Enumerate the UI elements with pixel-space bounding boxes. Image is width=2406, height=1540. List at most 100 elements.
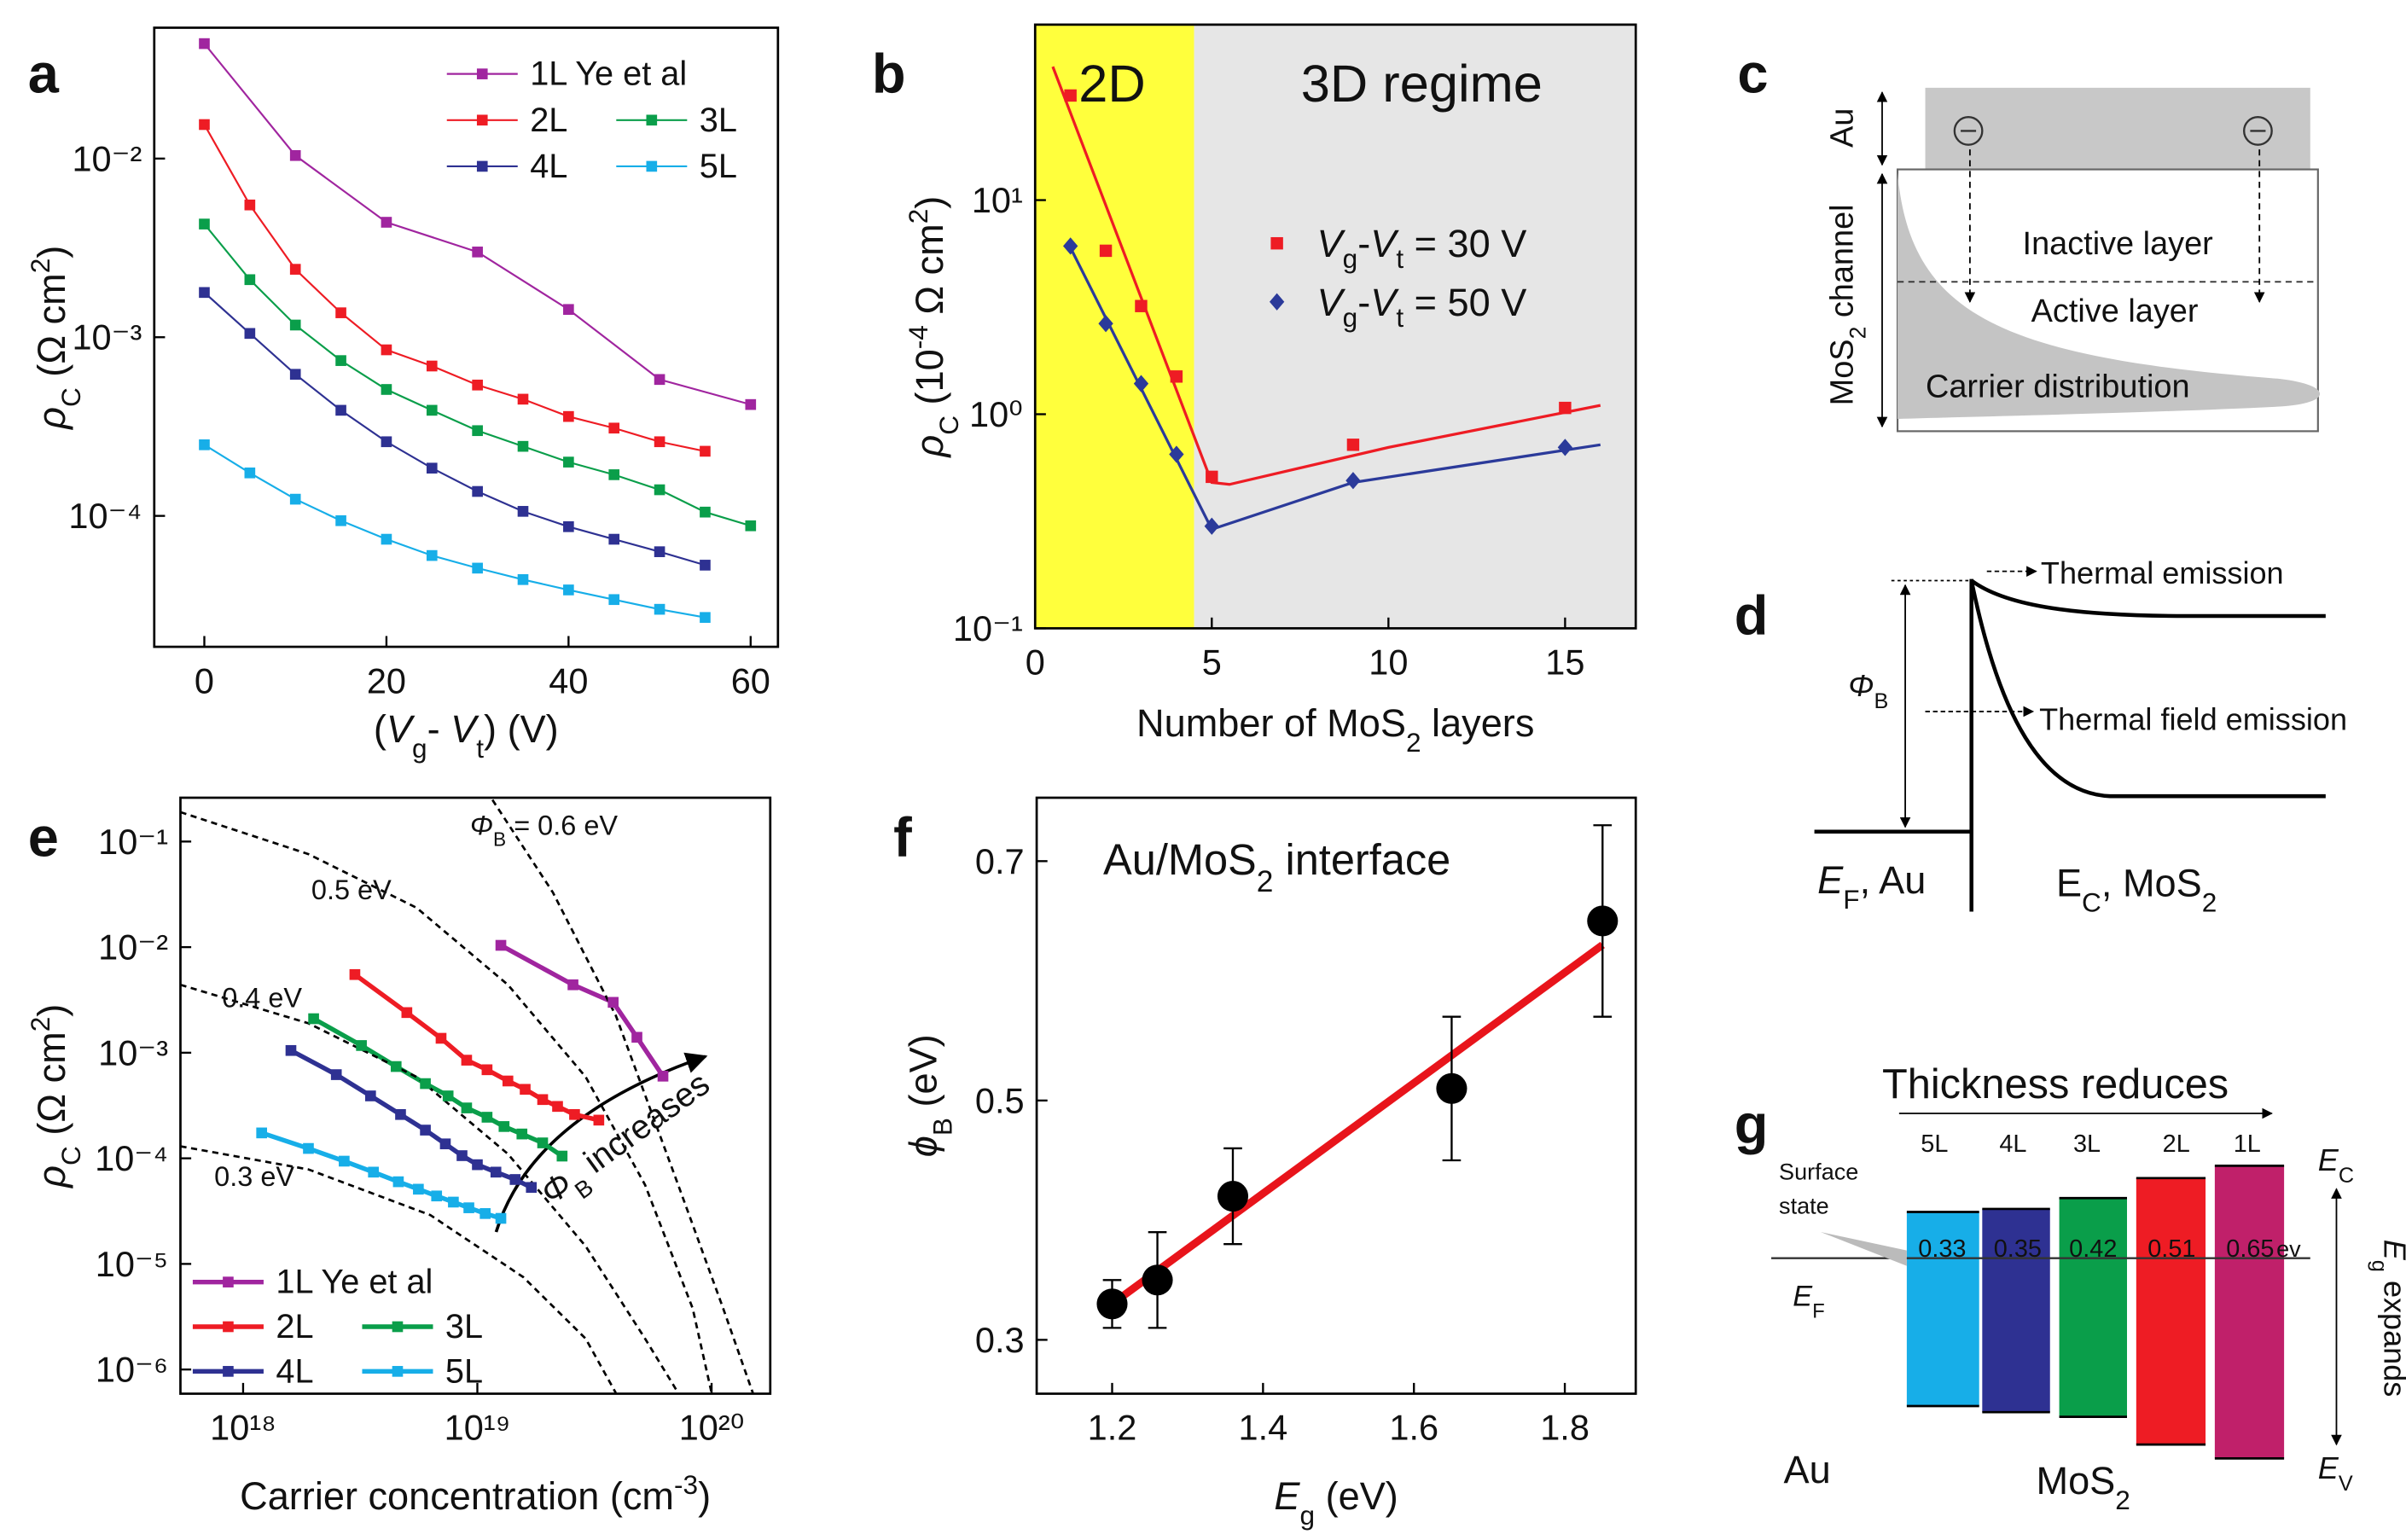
text-part: B [493,828,506,850]
marker [289,149,301,161]
text-part: Φ [534,1165,579,1212]
marker [390,1061,402,1072]
marker [244,274,256,286]
text-part: E [2377,1240,2406,1261]
marker [476,114,488,126]
marker [381,384,392,395]
series-line [203,444,706,619]
x-tick-label: 1.8 [1540,1408,1589,1448]
text-part: , Au [1860,858,1927,902]
legend-label: 5L [445,1352,483,1390]
text-part: MoS [1825,339,1861,405]
marker [395,1108,406,1120]
x-tick-label: 0 [1026,642,1045,683]
y-tick-label: 0.3 [975,1320,1025,1360]
text-part: F [1812,1299,1825,1322]
band-5l [1906,1212,1979,1406]
text-part: 2 [1845,327,1871,340]
text-part: 2 [903,209,933,224]
marker [509,1174,521,1185]
marker [289,264,301,275]
text-part: C [2339,1164,2354,1188]
x-tick-label: 5 [1202,642,1222,683]
gold-layer [1925,87,2310,170]
text-part: E [2318,1450,2339,1485]
text-part: V [1370,222,1399,265]
semiconductor-label: MoS2 [2037,1459,2130,1515]
marker [472,1159,483,1171]
marker [285,1044,297,1056]
conduction-label: EC [2318,1142,2354,1188]
marker [631,1032,642,1043]
x-axis-label: Number of MoS2 layers [1136,701,1534,758]
marker [1099,244,1113,258]
chart-f: f0.30.50.71.2 1.4 1.6 1.8Eg (eV)ϕB (eV)Au/M… [893,796,1637,1531]
text-part: g [2367,1260,2391,1272]
marker [1096,1288,1128,1320]
x-axis-label: Carrier concentration (cm-3) [240,1469,711,1518]
text-part: = 0.6 eV [506,810,618,840]
marker [381,344,392,356]
marker [1587,905,1619,937]
band-thick [1970,578,2326,619]
marker [461,1055,473,1066]
text-part: = 50 V [1404,280,1526,323]
marker [1559,401,1572,415]
marker [567,979,578,991]
marker [700,506,711,518]
marker [1133,375,1149,392]
process-label: Thermal field emission [2039,702,2347,737]
marker [537,1094,549,1106]
barrier-value: 0.33 [1918,1235,1966,1263]
band-edges [1906,1165,2285,1460]
text-part: Number of MoS [1136,701,1406,745]
valence-label: EV [2318,1450,2353,1496]
marker [1270,236,1283,250]
marker [1206,470,1218,484]
y-tick-label: 10⁻⁴ [68,496,142,536]
marker [1135,299,1148,312]
y-axis-label: ρC (10-4 Ω cm2) [903,196,964,459]
barrier-value: 0.42 [2069,1235,2117,1263]
marker [426,404,438,416]
layer-label: Active layer [2031,293,2199,329]
y-tick-label: 10¹ [972,180,1023,220]
marker [426,360,438,372]
text-part: (eV) [902,1034,945,1118]
band-4l [1982,1208,2050,1413]
text-part: 2 [1406,727,1421,758]
x-tick-label: 40 [549,660,588,700]
marker [657,1071,669,1082]
region [1035,24,1194,629]
text-part: Ω cm [908,224,951,325]
marker [495,939,507,951]
y-axis-label: ρC (Ω cm2) [25,1004,86,1189]
panel-letter: c [1737,42,1768,104]
marker [476,68,488,79]
marker [456,1150,468,1161]
x-tick-label: 10²⁰ [679,1408,745,1448]
electron [2243,116,2273,146]
series-line [203,223,752,527]
metal-label: EF, Au [1817,858,1926,915]
text-part: Carrier concentration (cm [240,1474,674,1518]
marker [289,493,301,505]
series-line [353,973,600,1123]
marker [502,1075,514,1087]
x-tick-label: 1.6 [1389,1408,1438,1448]
marker [420,1124,431,1136]
x-tick-label: 10¹⁸ [210,1408,276,1448]
marker [608,533,620,545]
layer-label: Inactive layer [2023,226,2213,262]
process-label: Thermal emission [2041,555,2284,590]
band-2l [2136,1177,2206,1445]
text-part: -3 [674,1469,698,1500]
text-part: V [1370,280,1399,323]
marker [199,218,210,230]
text-part: C [55,1146,86,1165]
marker [1142,1264,1173,1296]
x-axis-label: Eg (eV) [1274,1474,1398,1531]
marker [472,562,483,574]
